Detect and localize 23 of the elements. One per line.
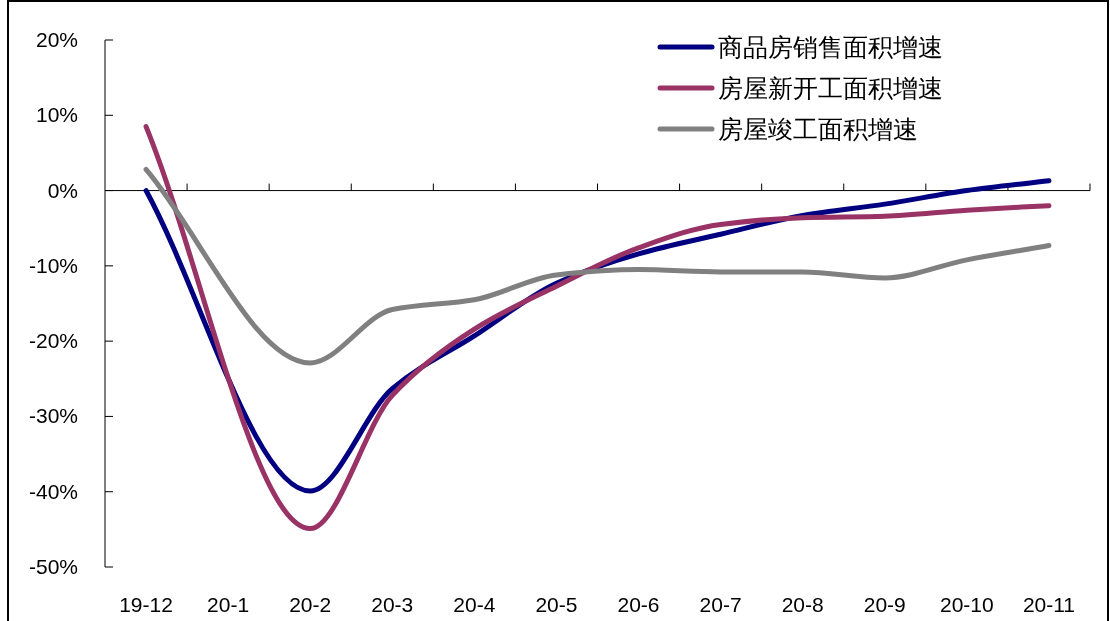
x-tick-label: 20-3 <box>371 593 414 616</box>
y-tick-label: 10% <box>35 103 78 127</box>
x-tick-label: 20-6 <box>617 593 660 616</box>
x-tick-label: 20-9 <box>863 593 906 616</box>
legend-label: 房屋新开工面积增速 <box>718 74 943 102</box>
y-tick-label: 0% <box>47 178 78 202</box>
x-tick-label: 20-4 <box>453 593 496 616</box>
y-tick-label: -50% <box>28 555 78 578</box>
x-tick-label: 20-1 <box>207 593 250 616</box>
legend-label: 房屋竣工面积增速 <box>718 115 918 143</box>
x-tick-label: 20-8 <box>781 593 824 616</box>
x-tick-label: 19-12 <box>119 593 173 616</box>
x-tick-label: 20-2 <box>289 593 332 616</box>
y-tick-label: -30% <box>28 404 78 428</box>
x-tick-label: 20-7 <box>699 593 742 616</box>
legend-label: 商品房销售面积增速 <box>718 33 943 61</box>
y-tick-label: -40% <box>28 479 78 503</box>
x-tick-label: 20-5 <box>535 593 578 616</box>
y-tick-label: 20% <box>35 28 78 51</box>
y-tick-label: -20% <box>28 329 78 353</box>
x-tick-label: 20-11 <box>1022 593 1076 616</box>
x-tick-label: 20-10 <box>940 593 994 616</box>
y-tick-label: -10% <box>28 253 78 277</box>
